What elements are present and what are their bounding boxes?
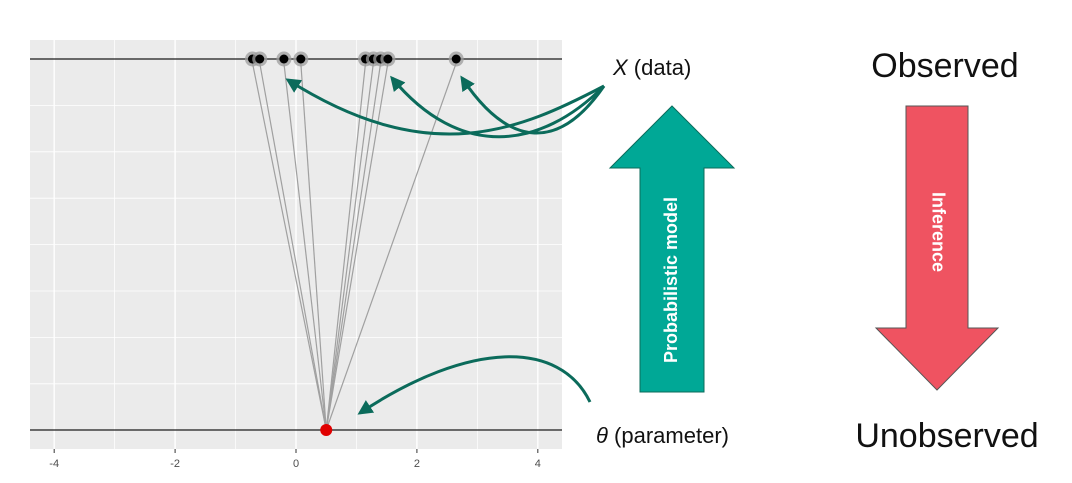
parameter-label: θ (parameter) <box>596 423 729 448</box>
probabilistic-model-label: Probabilistic model <box>661 197 681 363</box>
x-axis-ticks: -4 -2 0 2 4 <box>49 449 541 470</box>
curved-arrows <box>285 75 606 415</box>
x-tick-label: -2 <box>170 458 180 470</box>
curve-arrow-parameter <box>357 355 592 415</box>
x-tick-label: 4 <box>535 458 541 470</box>
data-point <box>451 54 461 64</box>
curve-arrow-data-2 <box>390 75 606 139</box>
plot-panel: -4 -2 0 2 4 <box>30 40 562 470</box>
data-points <box>244 51 464 67</box>
x-tick-label: -4 <box>49 458 59 470</box>
link-line <box>325 62 457 431</box>
link-line <box>325 62 389 431</box>
down-arrow-icon <box>874 105 1000 391</box>
link-lines <box>251 62 457 431</box>
link-line <box>325 62 367 431</box>
link-line <box>283 62 327 431</box>
x-tick-label: 0 <box>293 458 299 470</box>
x-tick-label: 2 <box>414 458 420 470</box>
observed-label: Observed <box>871 47 1018 85</box>
link-line <box>325 62 374 431</box>
up-arrow-icon <box>608 105 736 393</box>
link-line <box>259 62 327 431</box>
inference-label: Inference <box>928 192 948 272</box>
link-line <box>300 62 327 431</box>
unobserved-label: Unobserved <box>855 417 1038 455</box>
probabilistic-model-arrow: Probabilistic model <box>608 105 736 393</box>
inference-arrow: Inference <box>874 105 1000 391</box>
parameter-point <box>320 424 333 436</box>
data-point <box>383 54 393 64</box>
data-point <box>255 54 265 64</box>
link-line <box>325 62 382 431</box>
data-label: X (data) <box>612 55 691 80</box>
data-point <box>296 54 306 64</box>
curve-arrow-data-3 <box>460 75 606 135</box>
link-line <box>251 62 327 431</box>
data-point <box>279 54 289 64</box>
